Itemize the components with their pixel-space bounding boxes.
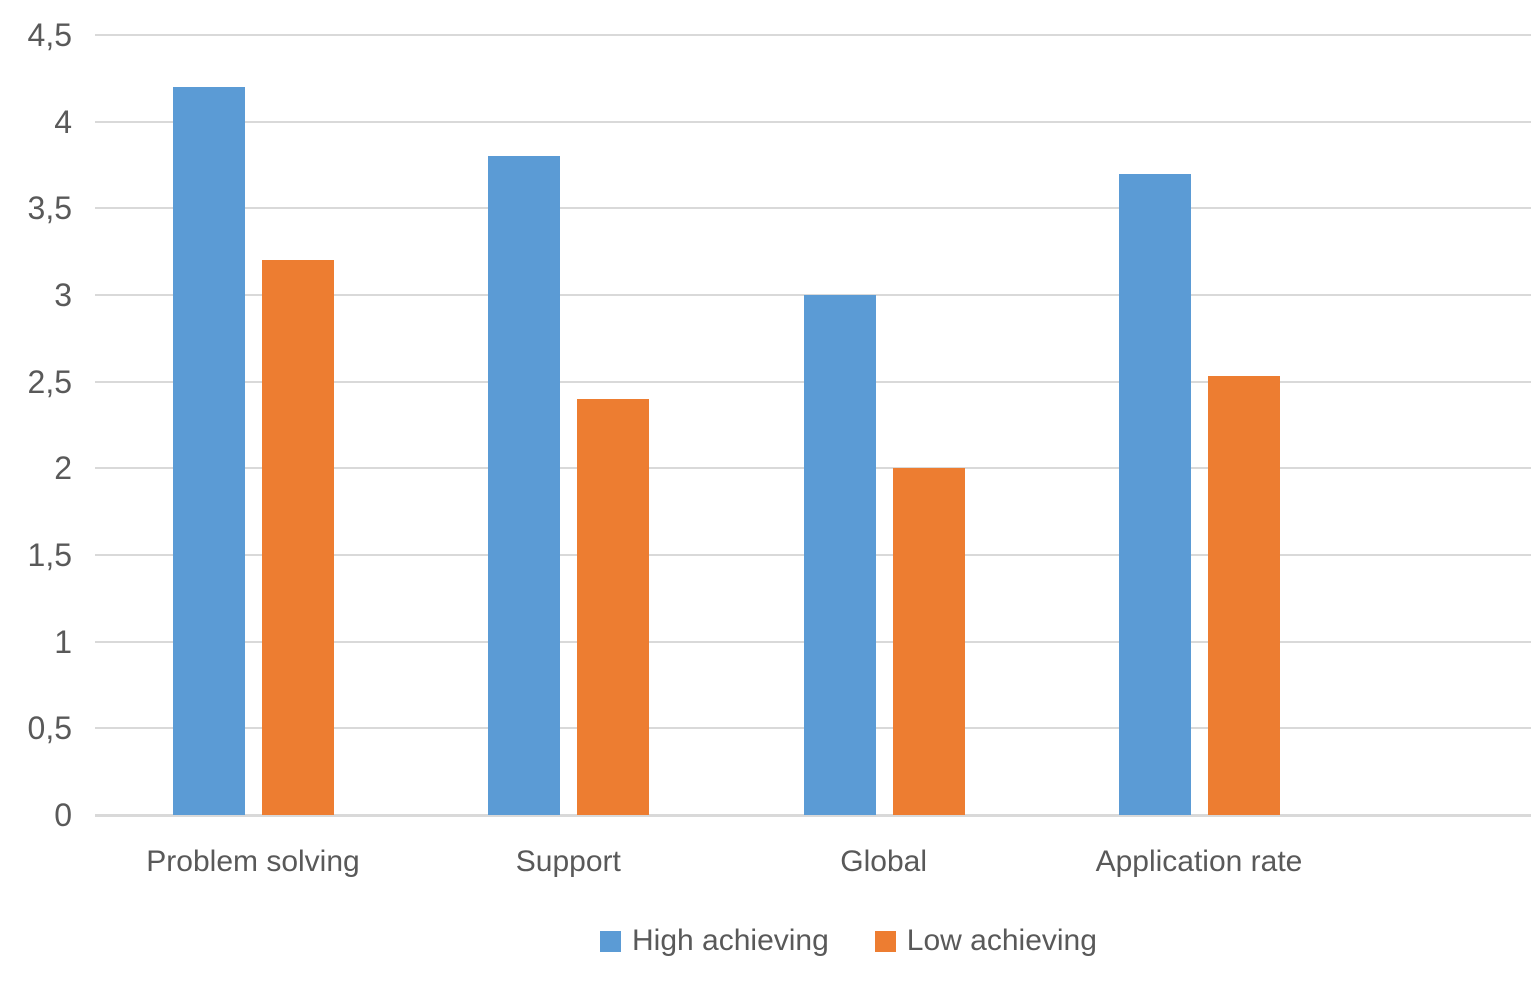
bar-low-achieving: [1207, 376, 1280, 815]
bar-high-achieving: [803, 295, 876, 815]
bar-low-achieving: [262, 260, 334, 815]
gridline: [95, 34, 1531, 36]
y-axis-tick-label: 4,5: [27, 17, 72, 53]
legend-label: High achieving: [632, 924, 829, 957]
legend-label: Low achieving: [906, 924, 1097, 957]
bar-high-achieving: [1118, 173, 1191, 815]
gridline: [95, 207, 1531, 210]
x-axis-line: [95, 814, 1531, 817]
y-axis-tick-label: 1,5: [27, 537, 72, 573]
legend-item-high-achieving: High achieving: [600, 921, 829, 961]
bar-high-achieving: [488, 156, 561, 815]
bar-low-achieving: [577, 399, 650, 815]
x-axis-category-label: Global: [840, 845, 928, 878]
y-axis-tick-label: 0,5: [27, 710, 72, 747]
x-axis-category-label: Problem solving: [146, 845, 360, 878]
legend-item-low-achieving: Low achieving: [874, 921, 1097, 961]
legend: High achieving Low achieving: [600, 921, 1097, 961]
y-axis-tick-label: 1: [54, 623, 72, 660]
y-axis-tick-label: 3: [54, 277, 72, 313]
bar-high-achieving: [173, 87, 245, 815]
gridline: [95, 120, 1531, 123]
y-axis-tick-label: 0: [54, 797, 72, 833]
bar-low-achieving: [892, 468, 965, 815]
y-axis-tick-label: 3,5: [27, 190, 72, 227]
x-axis-category-label: Application rate: [1095, 845, 1303, 878]
y-axis-tick-label: 4: [54, 103, 72, 140]
legend-swatch-low-achieving: [874, 930, 896, 952]
y-axis-tick-label: 2: [54, 450, 72, 487]
y-axis-tick-label: 2,5: [27, 363, 72, 400]
x-axis-category-label: Support: [515, 845, 621, 878]
legend-swatch-high-achieving: [600, 930, 621, 952]
